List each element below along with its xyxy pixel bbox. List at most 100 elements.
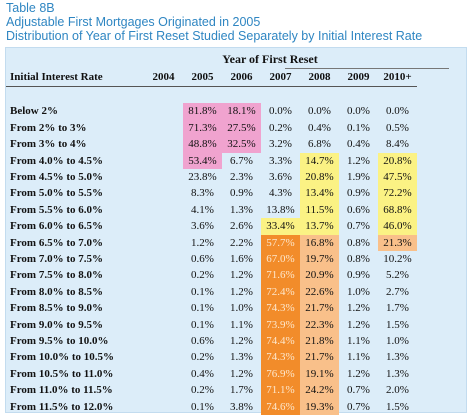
table-row: From 6.0% to 6.5% 3.6% 2.6% 33.4% 13.7% 0.7% 4… — [6, 218, 417, 235]
row-label: From 4.5% to 5.0% — [10, 171, 103, 184]
value-cell: 2.6% — [230, 220, 253, 233]
value-cell — [144, 284, 183, 300]
row-label: From 8.5% to 9.0% — [10, 302, 103, 315]
value-cell: 1.3% — [386, 351, 409, 364]
value-cell — [144, 300, 183, 316]
value-cell: 0.9% — [347, 269, 370, 282]
row-label: From 2% to 3% — [10, 121, 87, 134]
value-cell: 33.4% — [261, 218, 300, 235]
value-cell: 71.3% — [183, 119, 222, 137]
value-cell: 0.4% — [191, 367, 214, 380]
table-row: From 5.0% to 5.5% 8.3% 0.9% 4.3% 13.4% 0.9% 72… — [6, 185, 417, 202]
value-cell — [144, 349, 183, 365]
value-cell: 68.8% — [378, 201, 417, 219]
value-cell: 0.6% — [191, 253, 214, 266]
value-cell — [144, 333, 183, 349]
row-label: From 4.0% to 4.5% — [10, 154, 103, 167]
value-cell: 0.0% — [347, 105, 370, 118]
value-cell: 22.3% — [300, 316, 339, 334]
value-cell: 67.0% — [261, 251, 300, 268]
table-row: From 10.5% to 11.0% 0.4% 1.2% 76.9% 19.1% 1.2… — [6, 365, 417, 383]
value-cell: 21.8% — [300, 333, 339, 350]
value-cell: 1.1% — [347, 351, 370, 364]
value-cell: 2.3% — [230, 171, 253, 184]
table-row: Below 2% 81.8% 18.1% 0.0% 0.0% 0.0% 0.0% — [6, 103, 417, 120]
table-row: From 4.5% to 5.0% 23.8% 2.3% 3.6% 20.8% 1.9% 4… — [6, 169, 417, 186]
value-cell: 0.6% — [191, 335, 214, 348]
table-row: From 7.0% to 7.5% 0.6% 1.6% 67.0% 19.7% 0.8% 1… — [6, 251, 417, 268]
row-label: From 8.0% to 8.5% — [10, 285, 103, 298]
value-cell: 1.2% — [230, 335, 253, 348]
value-cell: 0.8% — [347, 236, 370, 249]
value-cell: 1.0% — [347, 285, 370, 298]
value-cell: 1.1% — [347, 335, 370, 348]
value-cell: 57.7% — [261, 234, 300, 252]
value-cell: 5.2% — [386, 269, 409, 282]
value-cell: 1.3% — [386, 367, 409, 380]
value-cell: 1.0% — [386, 335, 409, 348]
spacer-cell — [6, 87, 417, 104]
table-row: From 8.5% to 9.0% 0.1% 1.0% 74.3% 21.7% 1.2% 1… — [6, 300, 417, 317]
value-cell: 1.1% — [230, 318, 253, 331]
value-cell: 0.0% — [269, 105, 292, 118]
table-row: From 8.0% to 8.5% 0.1% 1.2% 72.4% 22.6% 1.0% 2… — [6, 283, 417, 301]
value-cell: 0.7% — [347, 384, 370, 397]
table-row: From 2% to 3% 71.3% 27.5% 0.2% 0.4% 0.1% 0.5% — [6, 119, 417, 137]
value-cell: 0.6% — [347, 203, 370, 216]
value-cell: 8.3% — [191, 187, 214, 200]
value-cell: 74.6% — [261, 398, 300, 415]
value-cell: 21.7% — [300, 300, 339, 317]
value-cell — [144, 169, 183, 185]
year-header: 2007 — [261, 68, 300, 87]
value-cell: 13.7% — [300, 218, 339, 235]
value-cell: 0.7% — [347, 220, 370, 233]
year-header: 2004 — [144, 68, 183, 87]
year-header: 2009 — [339, 68, 378, 87]
value-cell: 21.7% — [300, 349, 339, 366]
value-cell: 1.5% — [386, 318, 409, 331]
value-cell: 1.0% — [230, 302, 253, 315]
value-cell: 6.8% — [308, 138, 331, 151]
value-cell — [144, 251, 183, 267]
value-cell: 0.5% — [386, 121, 409, 134]
value-cell: 22.6% — [300, 283, 339, 301]
value-cell: 0.1% — [191, 400, 214, 413]
spacer-row — [6, 87, 417, 104]
value-cell: 0.2% — [191, 351, 214, 364]
value-cell: 3.8% — [230, 400, 253, 413]
value-cell: 20.8% — [378, 152, 417, 170]
value-cell: 24.2% — [300, 382, 339, 399]
value-cell: 32.5% — [222, 136, 261, 153]
value-cell: 3.2% — [269, 138, 292, 151]
value-cell: 0.0% — [386, 105, 409, 118]
value-cell: 0.1% — [191, 285, 214, 298]
row-label: From 9.0% to 9.5% — [10, 318, 103, 331]
table-row: From 11.5% to 12.0% 0.1% 3.8% 74.6% 19.3% 0.7… — [6, 398, 417, 415]
value-cell — [144, 317, 183, 333]
row-label: Below 2% — [10, 105, 58, 118]
value-cell: 11.5% — [300, 201, 339, 219]
value-cell: 0.1% — [191, 318, 214, 331]
value-cell: 81.8% — [183, 103, 222, 120]
value-cell: 1.2% — [347, 154, 370, 167]
row-label: From 9.5% to 10.0% — [10, 335, 109, 348]
value-cell — [144, 202, 183, 218]
value-cell: 13.4% — [300, 185, 339, 202]
value-cell: 2.7% — [386, 285, 409, 298]
value-cell: 71.6% — [261, 267, 300, 284]
value-cell: 0.4% — [308, 121, 331, 134]
value-cell: 3.6% — [269, 171, 292, 184]
value-cell: 1.2% — [191, 236, 214, 249]
row-label: From 3% to 4% — [10, 138, 87, 151]
value-cell: 48.8% — [183, 136, 222, 153]
table-title: Adjustable First Mortgages Originated in… — [6, 15, 261, 29]
value-cell: 2.0% — [386, 384, 409, 397]
year-header: 2008 — [300, 68, 339, 87]
row-label: From 11.0% to 11.5% — [10, 384, 113, 397]
value-cell: 1.9% — [347, 171, 370, 184]
value-cell: 1.7% — [230, 384, 253, 397]
value-cell: 21.3% — [378, 234, 417, 252]
value-cell — [144, 185, 183, 201]
row-header: Initial Interest Rate — [6, 68, 144, 87]
value-cell — [144, 366, 183, 382]
